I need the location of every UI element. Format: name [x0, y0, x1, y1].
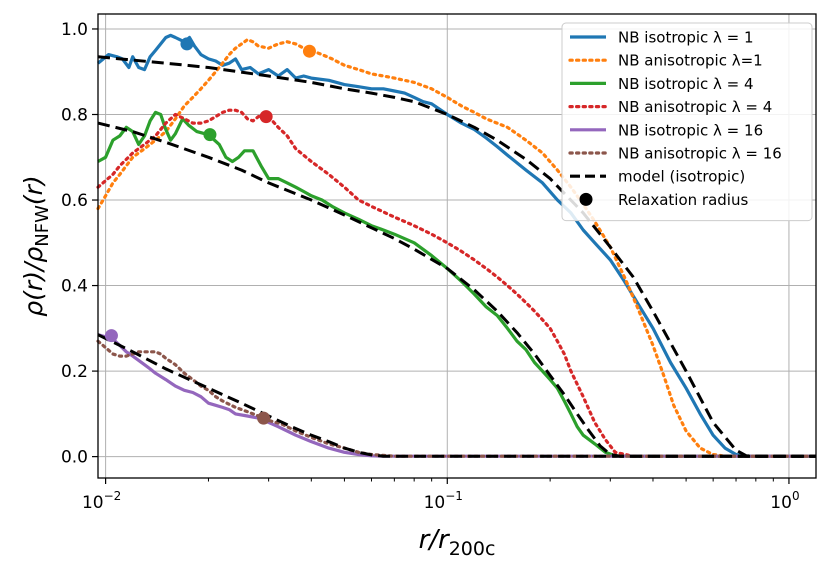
- relaxation-radius-marker: [302, 44, 316, 58]
- y-tick-label: 0.4: [61, 277, 88, 297]
- x-tick-label: 10−1: [424, 489, 463, 513]
- y-axis-label-sub: NFW: [32, 205, 53, 247]
- x-tick-label: 10−2: [82, 489, 121, 513]
- relaxation-radius-marker: [180, 37, 194, 51]
- y-tick-label: 0.2: [61, 362, 88, 382]
- series-line: [97, 121, 816, 458]
- legend-label: NB anisotropic λ=1: [618, 52, 763, 70]
- series-lines: [96, 33, 818, 458]
- y-tick-label: 0.6: [61, 191, 88, 211]
- series-line: [96, 33, 816, 458]
- y-axis-label: ρ(r)/ρNFW(r): [19, 175, 53, 316]
- legend-label: NB isotropic λ = 1: [618, 29, 754, 47]
- legend-label: NB anisotropic λ = 16: [618, 145, 782, 163]
- legend-label: NB isotropic λ = 4: [618, 75, 754, 93]
- series-line: [96, 108, 818, 458]
- plot-frame: [97, 13, 817, 479]
- relaxation-radius-marker: [203, 128, 217, 142]
- axis-ticks: 0.0 0.2 0.4 0.6 0.8 1.0 10−2 10−1 100: [61, 20, 800, 513]
- relaxation-markers: [104, 37, 316, 425]
- series-line: [97, 333, 816, 458]
- y-tick-label: 1.0: [61, 20, 88, 40]
- series-line: [96, 38, 818, 458]
- y-tick-label: 0.8: [61, 105, 88, 125]
- legend-box: [561, 22, 813, 222]
- y-axis-label-pre: ρ(r)/ρ: [19, 247, 48, 317]
- series-line: [97, 333, 816, 458]
- x-axis-label: r/r200c: [419, 525, 496, 560]
- x-axis-label-main: r/r: [419, 525, 451, 555]
- legend-label: NB isotropic λ = 16: [618, 121, 763, 139]
- y-axis-label-post: (r): [19, 175, 48, 205]
- y-tick-label: 0.0: [61, 448, 88, 468]
- legend-label: Relaxation radius: [618, 191, 748, 209]
- legend: NB isotropic λ = 1 NB anisotropic λ=1 NB i…: [561, 22, 813, 222]
- legend-marker: [579, 192, 593, 206]
- x-axis-label-sub: 200c: [449, 538, 496, 560]
- series-line: [96, 339, 818, 458]
- relaxation-radius-marker: [257, 411, 271, 425]
- legend-label: model (isotropic): [618, 168, 745, 186]
- relaxation-radius-marker: [104, 329, 118, 343]
- relaxation-radius-marker: [259, 110, 273, 124]
- legend-label: NB anisotropic λ = 4: [618, 98, 772, 116]
- x-tick-label: 100: [770, 489, 799, 513]
